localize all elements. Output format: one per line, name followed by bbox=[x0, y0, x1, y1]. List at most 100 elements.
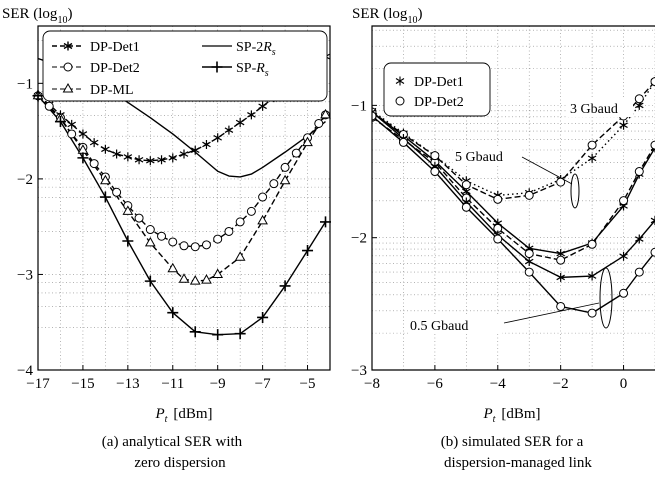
panel-a-xlabel-unit: [dBm] bbox=[173, 406, 212, 422]
data-point-g05_det2 bbox=[587, 308, 597, 318]
legend-entry-sprs: SP-Rs bbox=[202, 61, 269, 79]
data-point-g05_det2 bbox=[619, 288, 629, 298]
panel-b-xlabel-main: P bbox=[482, 406, 492, 422]
legend-det2-circle-marker bbox=[63, 62, 73, 72]
panel-b-series-markers bbox=[372, 77, 655, 318]
legend-sp2rs-label-sub: s bbox=[272, 47, 276, 58]
data-point-sprs bbox=[144, 275, 156, 287]
data-point-g3_det2 bbox=[524, 249, 534, 259]
y-tick-label: −1 bbox=[351, 98, 367, 114]
panel-a-series-markers bbox=[32, 52, 332, 341]
legend-det1-label: DP-Det1 bbox=[90, 40, 140, 55]
data-point-g05_det2 bbox=[398, 137, 408, 147]
x-tick-label: −15 bbox=[71, 376, 94, 392]
panel-a-ticks: −17 −15 −13 −11 −9 −7 −5 −4 −3 −2 −1 bbox=[17, 76, 315, 392]
series-line-g3_det1 bbox=[372, 111, 655, 255]
data-point-det2 bbox=[67, 129, 77, 139]
data-point-det2 bbox=[179, 241, 189, 251]
data-point-g05_det2 bbox=[493, 234, 503, 244]
panel-b-annotation-05gbaud: 0.5 Gbaud bbox=[408, 267, 613, 334]
data-point-sprs bbox=[234, 328, 246, 340]
data-point-sprs bbox=[167, 307, 179, 319]
panel-a-legend: DP-Det1 DP-Det2 DP-ML SP-2Rs SP-Rs bbox=[42, 30, 328, 102]
data-point-det1 bbox=[258, 101, 267, 111]
data-point-det1 bbox=[224, 125, 234, 135]
legend-b-entry-det1: DP-Det1 bbox=[395, 75, 464, 90]
data-point-g05_det1 bbox=[619, 251, 628, 261]
data-point-det2 bbox=[134, 213, 144, 223]
data-point-g05_det2 bbox=[650, 247, 655, 257]
x-tick-label: −11 bbox=[161, 376, 184, 392]
data-point-g5_det1 bbox=[587, 153, 597, 163]
data-point-det2 bbox=[44, 101, 54, 111]
annotation-05gbaud-leader-line bbox=[503, 302, 600, 324]
data-point-det1 bbox=[190, 145, 200, 155]
data-point-g5_det2 bbox=[430, 151, 440, 161]
panel-b-y-axis-label: SER (log10) bbox=[352, 6, 422, 26]
legend-sprs-label-sub: s bbox=[265, 68, 269, 79]
annotation-3gbaud-label-bg bbox=[568, 99, 633, 117]
y-tick-label: −2 bbox=[17, 172, 33, 188]
panel-b-x-axis-label: Pt [dBm] bbox=[482, 406, 540, 425]
annotation-5gbaud-ellipse bbox=[570, 173, 580, 209]
x-tick-label: −17 bbox=[26, 376, 50, 392]
panel-a-ylabel-main: SER (log bbox=[2, 6, 58, 22]
x-tick-label: −13 bbox=[116, 376, 139, 392]
panel-b-xlabel-sub: t bbox=[493, 414, 496, 425]
annotation-5gbaud-leader-line bbox=[521, 156, 573, 185]
panel-b-plot-frame bbox=[371, 25, 655, 371]
data-point-det2 bbox=[201, 240, 211, 250]
data-point-ml bbox=[257, 214, 268, 225]
data-point-g05_det1 bbox=[524, 257, 534, 267]
legend-sprs-label-main: SP- bbox=[236, 61, 257, 76]
legend-entry-ml: DP-ML bbox=[52, 82, 134, 98]
panel-b-annotation-5gbaud: 5 Gbaud bbox=[453, 147, 580, 209]
panel-a-plot-frame bbox=[37, 25, 331, 371]
data-point-det2 bbox=[246, 206, 256, 216]
data-point-det1 bbox=[213, 133, 222, 143]
x-tick-label: −7 bbox=[255, 376, 271, 392]
panel-b-caption-line1: (b) simulated SER for a bbox=[441, 434, 584, 450]
panel-a-xlabel-sub: t bbox=[165, 414, 168, 425]
data-point-ml bbox=[100, 174, 111, 185]
data-point-g3_det2 bbox=[650, 140, 655, 150]
data-point-g5_det2 bbox=[493, 194, 503, 204]
data-point-det1 bbox=[146, 156, 155, 166]
panel-b-ylabel-main: SER (log bbox=[352, 6, 408, 22]
legend-sp2rs-label-main: SP-2 bbox=[236, 40, 263, 55]
panel-b-legend-box bbox=[383, 62, 491, 117]
data-point-ml bbox=[189, 275, 201, 285]
data-point-sprs bbox=[122, 235, 134, 247]
data-point-g3_det2 bbox=[587, 239, 597, 249]
annotation-05gbaud-label: 0.5 Gbaud bbox=[410, 319, 468, 334]
panel-b-annotation-3gbaud: 3 Gbaud bbox=[568, 99, 633, 117]
data-point-g5_det2 bbox=[650, 77, 655, 87]
data-point-det1 bbox=[157, 155, 166, 165]
legend-sp2rs-label: SP-2Rs bbox=[236, 40, 276, 58]
data-point-det2 bbox=[89, 159, 99, 169]
data-point-det2 bbox=[190, 242, 200, 252]
x-tick-label: −6 bbox=[427, 376, 443, 392]
data-point-det2 bbox=[235, 217, 245, 227]
panel-a-caption-line2: zero dispersion bbox=[134, 455, 226, 471]
data-point-g05_det2 bbox=[634, 267, 644, 277]
data-point-sprs bbox=[99, 191, 111, 203]
data-point-det1 bbox=[247, 110, 256, 120]
panel-b-legend: DP-Det1 DP-Det2 bbox=[383, 62, 491, 117]
y-tick-label: −2 bbox=[351, 231, 367, 247]
legend-b-det1-label: DP-Det1 bbox=[414, 75, 464, 90]
data-point-ml bbox=[302, 136, 313, 147]
x-tick-label: 0 bbox=[620, 376, 628, 392]
data-point-g05_det1 bbox=[634, 234, 644, 244]
y-tick-label: −3 bbox=[351, 363, 367, 379]
data-point-det2 bbox=[145, 225, 155, 235]
data-point-det1 bbox=[101, 144, 110, 154]
panel-b-caption-line2: dispersion-managed link bbox=[444, 455, 592, 471]
data-point-ml bbox=[167, 262, 179, 273]
series-line-ml bbox=[38, 95, 327, 282]
data-point-det2 bbox=[280, 162, 290, 172]
y-tick-label: −1 bbox=[17, 76, 33, 92]
x-tick-label: −4 bbox=[490, 376, 506, 392]
data-point-sprs bbox=[54, 116, 66, 128]
